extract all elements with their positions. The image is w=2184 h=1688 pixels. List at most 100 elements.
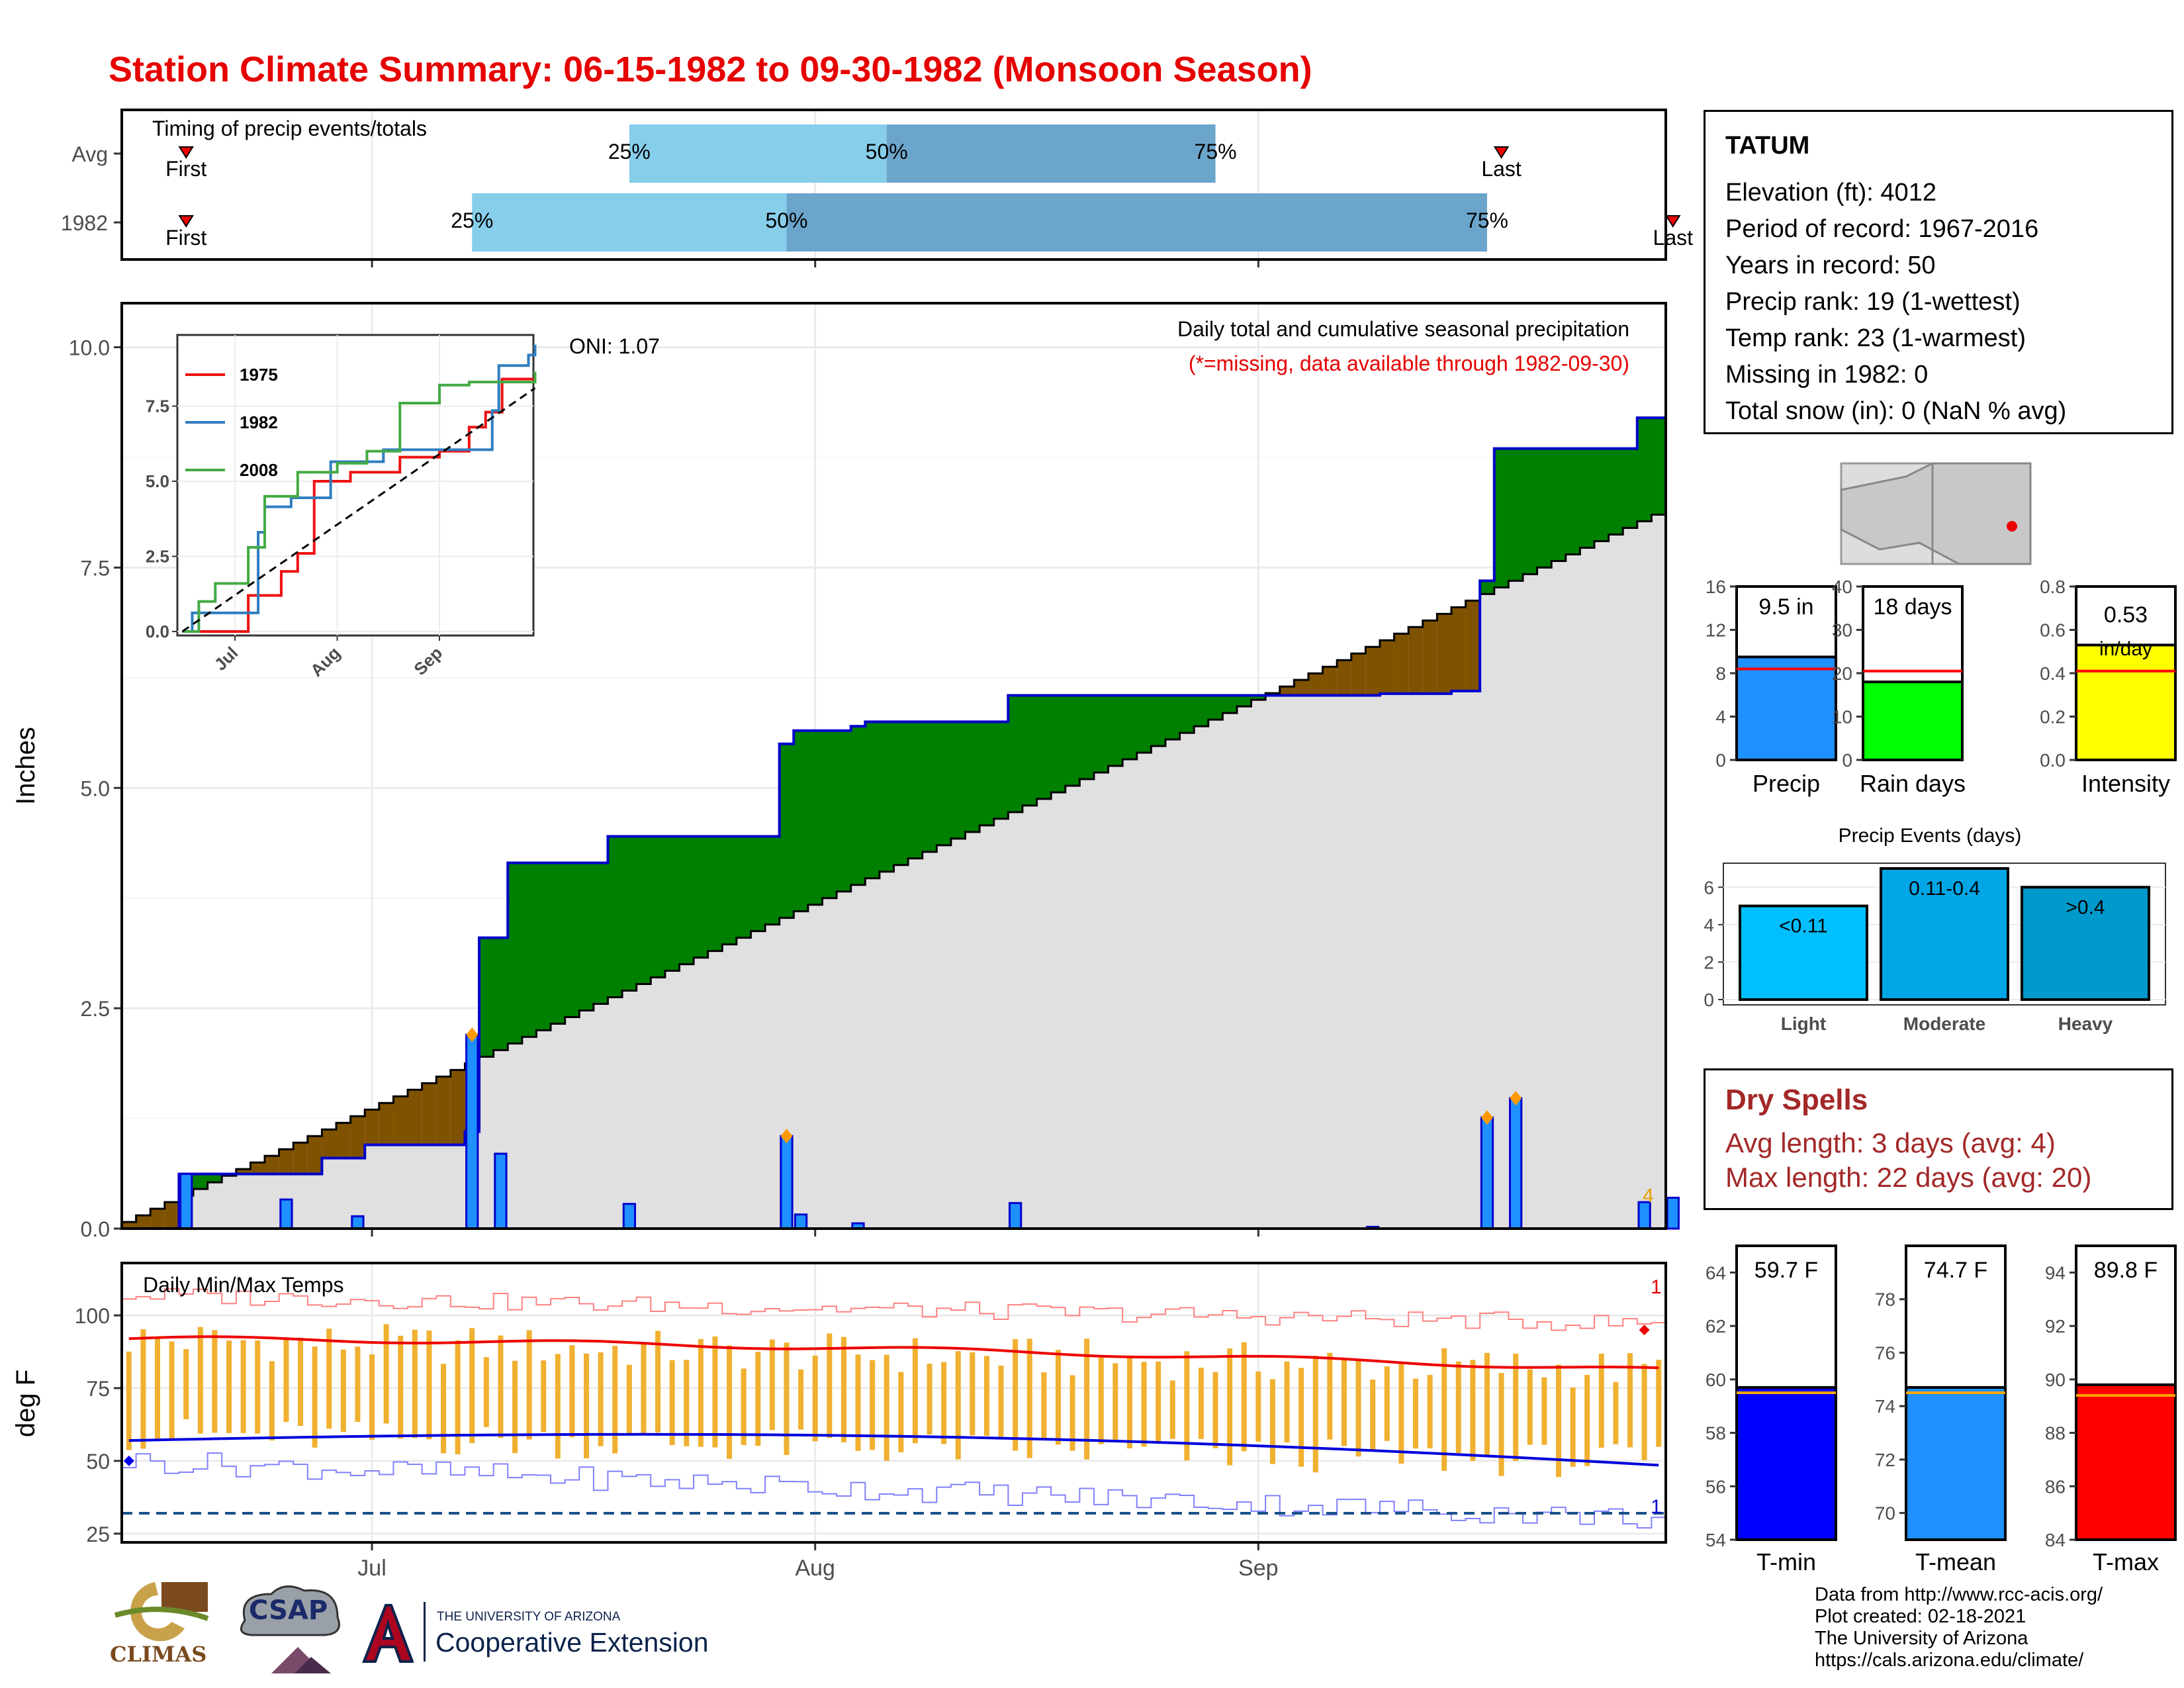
daily-temp-range-bar (1269, 1379, 1275, 1464)
daily-temp-range-bar (612, 1346, 618, 1454)
avg-cumulative-area (579, 1010, 594, 1229)
temp-xtick-label-Aug: Aug (795, 1556, 835, 1581)
cumulative-deficit-area (293, 1143, 308, 1174)
inset-legend-label-1982: 1982 (240, 412, 278, 432)
record-daily-marker (780, 1129, 793, 1144)
inset-legend-label-2008: 2008 (240, 460, 278, 480)
cumulative-deficit-area (1294, 680, 1309, 696)
timing-q25-label: 25% (451, 209, 493, 232)
avg-cumulative-area (1208, 720, 1223, 1229)
cumulative-surplus-area (1637, 418, 1652, 522)
station-missing: Missing in 1982: 0 (1725, 361, 1929, 389)
precip-event-range-Heavy: >0.4 (2066, 896, 2105, 918)
avg-cumulative-area (651, 977, 666, 1229)
daily-temp-range-bar (626, 1364, 632, 1435)
avg-cumulative-area (679, 964, 694, 1229)
precip-event-label-Light: Light (1781, 1013, 1826, 1034)
timing-row-label-Avg: Avg (71, 142, 108, 166)
cumulative-deficit-area (379, 1103, 394, 1145)
precip-event-bar-Light (1739, 904, 1868, 1001)
daily-temp-range-bar (741, 1368, 747, 1446)
daily-temp-range-bar (1613, 1382, 1619, 1444)
inset-ytick-label-0.0: 0.0 (146, 622, 169, 641)
first-event-marker (178, 146, 195, 159)
precip-corner-label: 4 (1643, 1185, 1654, 1207)
daily-temp-range-bar (941, 1362, 947, 1444)
cumulative-deficit-area (250, 1162, 265, 1174)
temp-summary-label-T-max: T-max (2093, 1548, 2159, 1575)
daily-temp-range-bar (1341, 1358, 1347, 1446)
daily-temp-range-bar (641, 1343, 647, 1436)
summary-bar-Intensity (2075, 643, 2177, 761)
avg-cumulative-area (1036, 798, 1052, 1229)
avg-cumulative-area (794, 911, 809, 1229)
cumulative-surplus-area (1022, 695, 1038, 806)
avg-cumulative-area (751, 931, 766, 1229)
cumulative-deficit-area (1308, 673, 1324, 696)
daily-temp-range-bar (269, 1361, 275, 1441)
avg-tmin-line (128, 1432, 1659, 1467)
daily-temp-range-bar (541, 1360, 547, 1432)
cumulative-surplus-area (1208, 695, 1223, 720)
inset-panel (176, 334, 535, 637)
precip-event-range-Moderate: 0.11-0.4 (1909, 878, 1980, 900)
temp-summary-label-T-mean: T-mean (1915, 1548, 1996, 1575)
avg-cumulative-area (1194, 726, 1209, 1229)
cumulative-surplus-area (794, 730, 809, 912)
cumulative-surplus-area (536, 863, 551, 1031)
daily-temp-range-bar (1570, 1387, 1576, 1467)
last-event-marker (1493, 146, 1510, 159)
avg-cumulative-area (965, 831, 980, 1229)
avg-cumulative-area (1279, 686, 1295, 1229)
avg-cumulative-area (1065, 785, 1080, 1229)
temp-summary-ytick-label-T-min-62: 62 (1706, 1316, 1726, 1336)
avg-cumulative-area (1394, 633, 1409, 1229)
daily-precip-bar-07-19 (622, 1203, 637, 1230)
timing-q50-q75-bar (886, 124, 1216, 183)
avg-cumulative-area (1451, 607, 1467, 1229)
avg-cumulative-area (908, 858, 923, 1229)
last-event-label: Last (1653, 226, 1694, 250)
cumulative-surplus-area (1051, 695, 1066, 792)
credits: Data from http://www.rcc-acis.org/ Plot … (1815, 1584, 2103, 1671)
temp-summary-bar-T-mean (1905, 1385, 2007, 1541)
daily-temp-range-bar (197, 1327, 203, 1434)
daily-temp-range-bar (1126, 1355, 1132, 1449)
daily-temp-range-bar (298, 1337, 304, 1427)
daily-temp-range-bar (927, 1364, 933, 1435)
daily-temp-range-bar (255, 1340, 261, 1434)
daily-temp-range-bar (655, 1331, 661, 1433)
avg-cumulative-area (1322, 667, 1338, 1229)
timing-q25-label: 25% (608, 140, 651, 164)
precip-events-ytick-label-4: 4 (1704, 915, 1714, 935)
avg-cumulative-area (822, 898, 837, 1229)
precip-event-range-Light: <0.11 (1779, 915, 1828, 937)
temp-xtick-label-Jul: Jul (357, 1556, 386, 1581)
timing-q75-label: 75% (1466, 209, 1508, 232)
cumulative-surplus-area (936, 722, 952, 845)
precip-event-bar-Heavy (2021, 886, 2150, 1002)
csap-logo-mark (240, 1585, 340, 1673)
cumulative-surplus-area (1608, 448, 1623, 535)
cumulative-surplus-area (1122, 695, 1138, 760)
daily-temp-range-bar (383, 1324, 389, 1424)
daily-temp-range-bar (1513, 1353, 1519, 1462)
inset-ytick-label-2.5: 2.5 (146, 547, 169, 567)
cumulative-surplus-area (1194, 695, 1209, 727)
cumulative-surplus-area (1036, 695, 1052, 799)
cumulative-deficit-area (236, 1169, 251, 1174)
daily-temp-range-bar (1184, 1351, 1190, 1461)
avg-cumulative-area (865, 878, 880, 1229)
daily-temp-range-bar (1026, 1338, 1032, 1458)
cumulative-surplus-area (993, 722, 1009, 819)
credit-university: The University of Arizona (1815, 1628, 2028, 1649)
daily-temp-range-bar (1113, 1363, 1118, 1442)
avg-cumulative-area (1308, 673, 1324, 1229)
timing-q25-q50-bar (629, 124, 887, 183)
cumulative-surplus-area (865, 722, 880, 878)
cumulative-surplus-area (1651, 418, 1666, 515)
cumulative-surplus-area (1522, 448, 1538, 575)
summary-ytick-label-Rain days-20: 20 (1832, 663, 1852, 684)
cumulative-surplus-area (1580, 448, 1595, 548)
